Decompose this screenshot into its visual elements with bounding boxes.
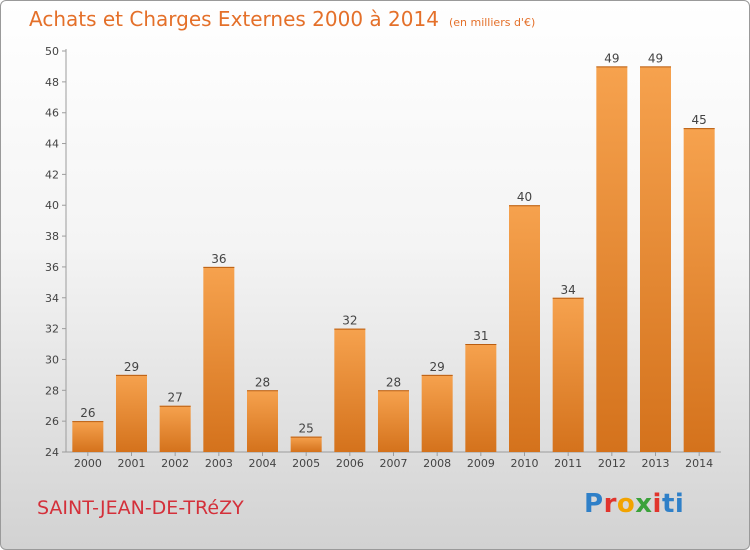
x-tick-label: 2001 [118,457,146,470]
logo-letter: x [635,489,653,519]
logo-letter: i [652,489,662,519]
data-label: 49 [648,51,663,65]
bar [378,390,409,452]
data-label: 40 [517,190,532,204]
y-tick-label: 48 [45,76,59,89]
x-tick-label: 2003 [205,457,233,470]
chart-title-text: Achats et Charges Externes 2000 à 2014 [29,7,439,31]
y-tick-label: 38 [45,230,59,243]
y-tick-label: 40 [45,199,59,212]
bar [334,328,366,452]
y-tick-label: 30 [45,353,59,366]
y-tick-label: 36 [45,261,59,274]
x-tick-label: 2005 [292,457,320,470]
data-label: 49 [604,51,619,65]
data-label: 29 [124,360,139,374]
y-tick-label: 46 [45,107,59,120]
proxiti-logo: Proxiti [584,489,684,519]
chart-unit: (en milliers d'€) [448,16,536,29]
x-tick-label: 2004 [249,457,277,470]
bar [247,390,278,452]
x-tick-label: 2006 [336,457,364,470]
data-label: 29 [430,360,445,374]
data-label: 26 [80,406,95,420]
data-label: 32 [342,314,357,328]
bar [596,66,628,452]
logo-letter: P [584,489,604,519]
y-tick-label: 44 [45,138,59,151]
data-label: 28 [386,375,401,389]
x-tick-label: 2013 [642,457,670,470]
data-label: 25 [299,422,314,436]
x-tick-label: 2009 [467,457,495,470]
data-label: 45 [692,113,707,127]
city-name: SAINT-JEAN-DE-TRéZY [37,497,244,519]
x-tick-label: 2011 [554,457,582,470]
x-tick-label: 2010 [511,457,539,470]
bar [203,266,235,452]
bar [116,374,147,452]
bar [290,436,322,452]
y-tick-label: 26 [45,415,59,428]
bar [465,344,497,452]
bar [421,374,453,452]
y-tick-label: 50 [45,45,59,58]
bar [72,421,104,452]
y-tick-label: 42 [45,168,59,181]
bar [683,128,715,452]
bar [552,297,584,452]
y-tick-label: 24 [45,446,59,459]
data-label: 28 [255,375,270,389]
logo-letter: o [616,489,636,519]
x-tick-label: 2002 [161,457,189,470]
y-tick-label: 34 [45,292,59,305]
y-tick-label: 28 [45,384,59,397]
x-tick-label: 2012 [598,457,626,470]
data-label: 36 [211,252,226,266]
chart-axes: 24 26 28 30 32 34 36 38 40 42 44 46 48 50 [45,45,721,459]
data-label: 27 [168,391,183,405]
x-tick-label: 2014 [685,457,713,470]
bar [640,66,671,452]
data-label: 34 [561,283,576,297]
chart-labels: 26 2000 29 2001 27 2002 36 2003 28 2004 25 2005 32 20… [74,51,713,470]
x-tick-label: 2008 [423,457,451,470]
bar [509,205,540,452]
x-tick-label: 2007 [380,457,408,470]
chart-title: Achats et Charges Externes 2000 à 2014 (e… [29,7,535,31]
bar [159,405,191,452]
data-label: 31 [473,329,488,343]
chart-bars [72,66,715,452]
x-tick-label: 2000 [74,457,102,470]
y-tick-label: 32 [45,323,59,336]
logo-letter: ti [661,489,685,519]
logo-letter: r [603,489,617,519]
